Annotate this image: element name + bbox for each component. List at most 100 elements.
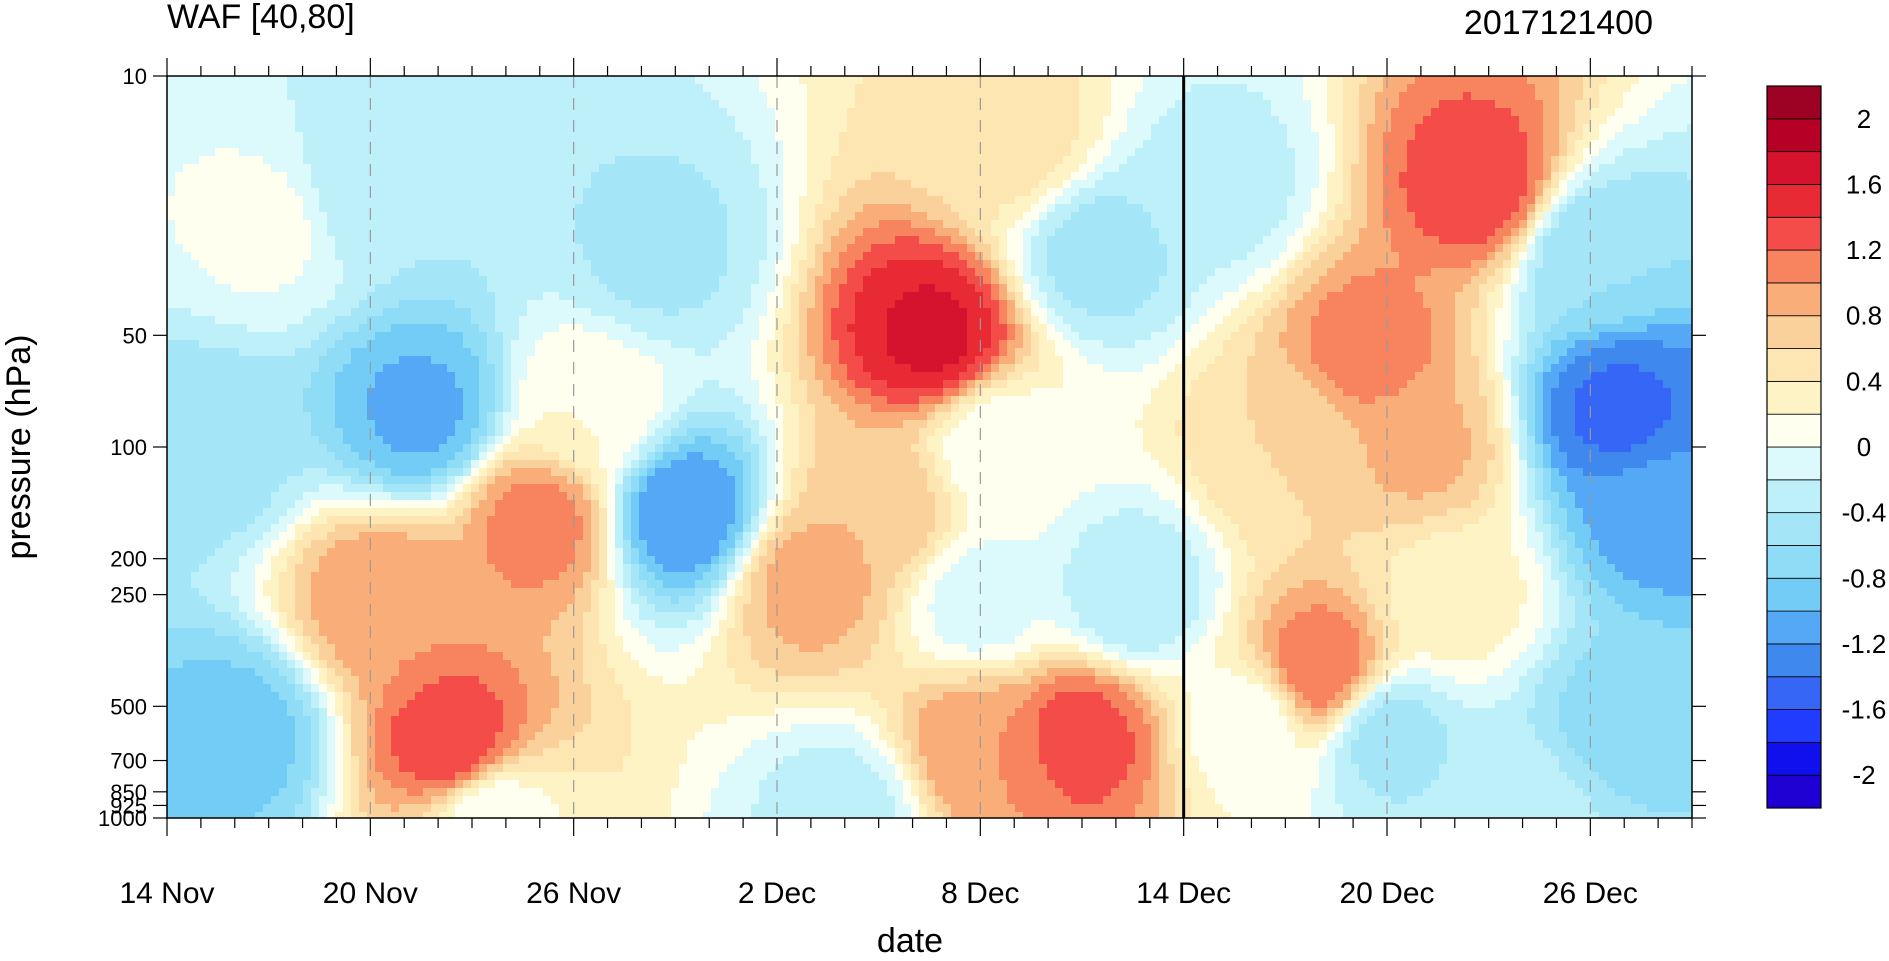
field-cell: [551, 428, 560, 437]
field-cell: [423, 220, 432, 229]
field-cell: [495, 220, 504, 229]
field-cell: [327, 508, 336, 517]
field-cell: [359, 692, 368, 701]
field-cell: [439, 92, 448, 101]
field-cell: [575, 700, 584, 709]
field-cell: [359, 764, 368, 773]
field-cell: [519, 76, 528, 85]
field-cell: [319, 340, 328, 349]
field-cell: [303, 532, 312, 541]
field-cell: [383, 580, 392, 589]
field-cell: [343, 356, 352, 365]
field-cell: [263, 220, 272, 229]
field-cell: [287, 668, 296, 677]
field-cell: [567, 532, 576, 541]
field-cell: [471, 700, 480, 709]
field-cell: [479, 444, 488, 453]
field-cell: [551, 708, 560, 717]
field-cell: [455, 508, 464, 517]
field-cell: [503, 748, 512, 757]
field-cell: [199, 732, 208, 741]
field-cell: [311, 636, 320, 645]
field-cell: [399, 812, 408, 819]
field-cell: [319, 644, 328, 653]
field-cell: [543, 804, 552, 813]
field-cell: [487, 260, 496, 269]
field-cell: [567, 460, 576, 469]
field-cell: [295, 532, 304, 541]
field-cell: [255, 364, 264, 373]
field-cell: [511, 164, 520, 173]
field-cell: [247, 732, 256, 741]
field-cell: [207, 644, 216, 653]
field-cell: [247, 372, 256, 381]
field-cell: [439, 356, 448, 365]
field-cell: [375, 356, 384, 365]
field-cell: [463, 580, 472, 589]
field-cell: [167, 404, 176, 413]
field-cell: [207, 124, 216, 133]
field-cell: [351, 580, 360, 589]
field-cell: [327, 316, 336, 325]
field-cell: [455, 716, 464, 725]
field-cell: [319, 668, 328, 677]
field-cell: [455, 780, 464, 789]
field-cell: [583, 604, 592, 613]
field-cell: [311, 308, 320, 317]
field-cell: [591, 196, 600, 205]
field-cell: [351, 436, 360, 445]
field-cell: [287, 396, 296, 405]
field-cell: [271, 276, 280, 285]
field-cell: [311, 252, 320, 261]
field-cell: [495, 332, 504, 341]
field-cell: [471, 620, 480, 629]
field-cell: [575, 588, 584, 597]
field-cell: [471, 612, 480, 621]
field-cell: [215, 284, 224, 293]
field-cell: [191, 676, 200, 685]
field-cell: [463, 732, 472, 741]
field-cell: [423, 236, 432, 245]
field-cell: [447, 500, 456, 509]
field-cell: [511, 716, 520, 725]
field-cell: [327, 772, 336, 781]
field-cell: [319, 180, 328, 189]
field-cell: [431, 612, 440, 621]
field-cell: [327, 764, 336, 773]
field-cell: [535, 452, 544, 461]
field-cell: [175, 452, 184, 461]
field-cell: [199, 364, 208, 373]
field-cell: [207, 180, 216, 189]
field-cell: [183, 324, 192, 333]
field-cell: [439, 676, 448, 685]
field-cell: [415, 668, 424, 677]
field-cell: [295, 772, 304, 781]
field-cell: [591, 268, 600, 277]
field-cell: [183, 756, 192, 765]
field-cell: [495, 532, 504, 541]
field-cell: [279, 340, 288, 349]
field-cell: [191, 292, 200, 301]
field-cell: [559, 516, 568, 525]
field-cell: [191, 812, 200, 819]
field-cell: [471, 660, 480, 669]
field-cell: [327, 500, 336, 509]
field-cell: [471, 724, 480, 733]
field-cell: [199, 140, 208, 149]
field-cell: [215, 196, 224, 205]
field-cell: [543, 580, 552, 589]
field-cell: [351, 708, 360, 717]
field-cell: [191, 252, 200, 261]
field-cell: [287, 204, 296, 213]
field-cell: [567, 452, 576, 461]
field-cell: [287, 708, 296, 717]
field-cell: [223, 364, 232, 373]
field-cell: [567, 188, 576, 197]
field-cell: [343, 636, 352, 645]
field-cell: [223, 724, 232, 733]
field-cell: [359, 148, 368, 157]
field-cell: [423, 492, 432, 501]
field-cell: [343, 716, 352, 725]
field-cell: [295, 156, 304, 165]
field-cell: [495, 684, 504, 693]
